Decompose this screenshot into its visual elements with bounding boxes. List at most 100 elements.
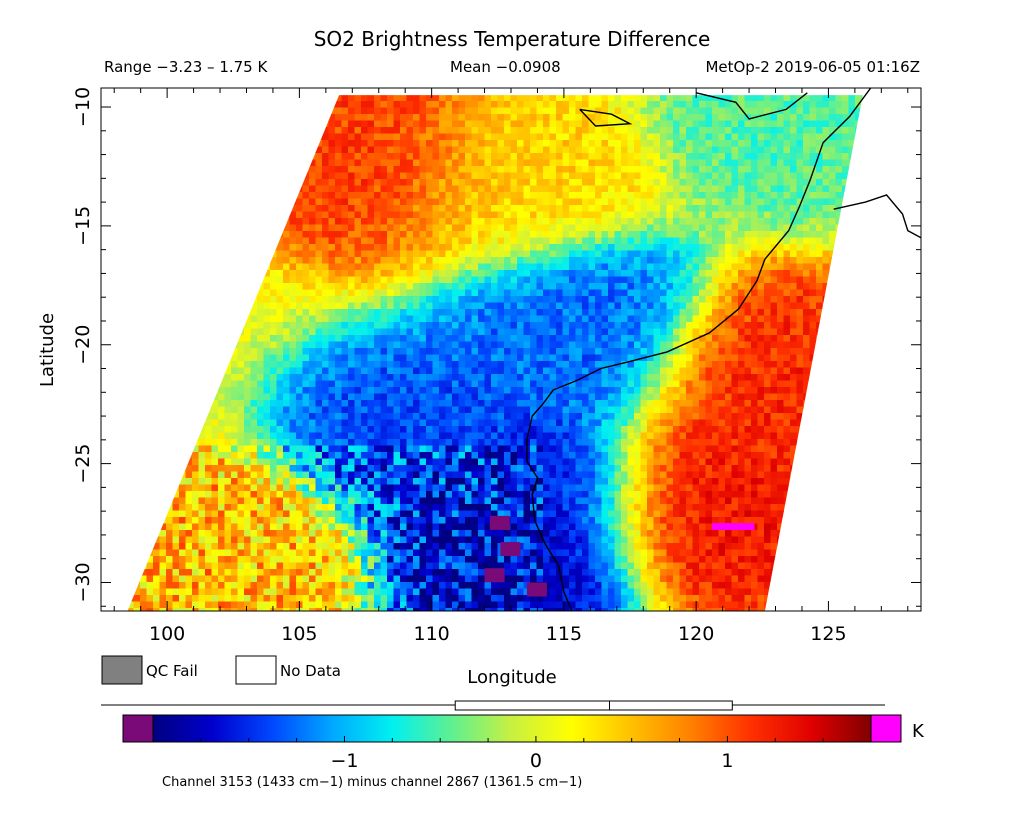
heatmap-cell xyxy=(114,251,121,258)
heatmap-cell xyxy=(536,224,544,232)
heatmap-cell xyxy=(198,205,206,212)
heatmap-cell xyxy=(686,172,693,180)
heatmap-cell xyxy=(614,198,622,206)
heatmap-cell xyxy=(699,322,706,329)
heatmap-cell xyxy=(335,172,342,180)
heatmap-cell xyxy=(491,140,498,147)
heatmap-cell xyxy=(335,114,342,121)
heatmap-cell xyxy=(367,172,375,180)
heatmap-cell xyxy=(764,95,771,102)
heatmap-cell xyxy=(504,192,511,199)
heatmap-cell xyxy=(400,289,407,297)
heatmap-cell xyxy=(426,198,433,206)
heatmap-cell xyxy=(816,257,823,264)
heatmap-cell xyxy=(400,244,407,251)
heatmap-cell xyxy=(198,120,206,128)
heatmap-cell xyxy=(673,302,680,310)
heatmap-cell xyxy=(121,160,128,167)
heatmap-cell xyxy=(270,159,277,167)
heatmap-cell xyxy=(835,302,843,310)
heatmap-cell xyxy=(614,179,622,186)
heatmap-cell xyxy=(601,159,609,167)
heatmap-cell xyxy=(146,159,154,167)
heatmap-cell xyxy=(842,153,849,160)
heatmap-cell xyxy=(822,218,830,225)
heatmap-cell xyxy=(179,322,186,329)
heatmap-cell xyxy=(842,198,849,206)
heatmap-cell xyxy=(140,224,147,232)
heatmap-cell xyxy=(640,146,648,154)
heatmap-cell xyxy=(153,95,160,102)
heatmap-cell xyxy=(127,185,134,193)
heatmap-cell xyxy=(445,198,453,206)
heatmap-cell xyxy=(354,328,362,336)
heatmap-cell xyxy=(861,133,863,141)
heatmap-cell xyxy=(835,172,843,180)
heatmap-cell xyxy=(426,185,433,193)
heatmap-cell xyxy=(796,328,804,336)
heatmap-cell xyxy=(868,212,875,219)
heatmap-cell xyxy=(121,205,128,212)
heatmap-cell xyxy=(835,250,843,258)
heatmap-cell xyxy=(146,133,154,141)
heatmap-cell xyxy=(335,257,342,264)
heatmap-cell xyxy=(549,257,557,264)
heatmap-cell xyxy=(159,328,167,336)
heatmap-cell xyxy=(770,224,778,232)
heatmap-cell xyxy=(426,211,433,219)
heatmap-cell xyxy=(536,95,544,102)
heatmap-cell xyxy=(504,289,511,297)
heatmap-cell xyxy=(185,101,193,108)
heatmap-cell xyxy=(367,224,375,232)
heatmap-cell xyxy=(432,315,440,323)
heatmap-cell xyxy=(406,153,414,160)
heatmap-cell xyxy=(673,205,680,212)
heatmap-cell xyxy=(224,257,232,264)
heatmap-cell xyxy=(757,95,765,102)
heatmap-cell xyxy=(192,335,199,342)
heatmap-cell xyxy=(705,218,713,225)
heatmap-cell xyxy=(276,159,284,167)
heatmap-cell xyxy=(231,140,238,147)
heatmap-cell xyxy=(536,179,544,186)
heatmap-cell xyxy=(491,322,498,329)
heatmap-cell xyxy=(367,354,375,362)
heatmap-cell xyxy=(445,185,453,193)
heatmap-cell xyxy=(582,289,589,297)
heatmap-cell xyxy=(283,224,290,232)
heatmap-cell xyxy=(179,244,186,251)
heatmap-cell xyxy=(374,335,381,342)
heatmap-cell xyxy=(699,289,706,297)
heatmap-cell xyxy=(712,296,719,303)
heatmap-cell xyxy=(478,172,485,180)
heatmap-cell xyxy=(406,250,414,258)
heatmap-cell xyxy=(465,179,472,186)
heatmap-cell xyxy=(172,309,180,316)
heatmap-cell xyxy=(315,309,323,316)
heatmap-cell xyxy=(341,270,349,277)
heatmap-cell xyxy=(101,251,108,258)
heatmap-cell xyxy=(634,322,641,329)
heatmap-cell xyxy=(426,166,433,173)
heatmap-cell xyxy=(842,159,849,167)
heatmap-cell xyxy=(497,296,505,303)
heatmap-cell xyxy=(634,172,641,180)
heatmap-cell xyxy=(718,146,726,154)
heatmap-cell xyxy=(712,120,719,128)
heatmap-cell xyxy=(783,354,791,362)
heatmap-cell xyxy=(809,159,817,167)
heatmap-cell xyxy=(744,309,752,316)
heatmap-cell xyxy=(257,172,264,180)
heatmap-cell xyxy=(478,218,485,225)
heatmap-cell xyxy=(179,335,186,342)
heatmap-cell xyxy=(731,348,739,355)
heatmap-cell xyxy=(133,120,141,128)
heatmap-cell xyxy=(556,224,563,232)
heatmap-cell xyxy=(374,127,381,134)
heatmap-cell xyxy=(153,120,160,128)
heatmap-cell xyxy=(569,348,576,355)
heatmap-cell xyxy=(426,159,433,167)
heatmap-cell xyxy=(289,348,297,355)
heatmap-cell xyxy=(127,309,134,316)
heatmap-cell xyxy=(764,140,771,147)
